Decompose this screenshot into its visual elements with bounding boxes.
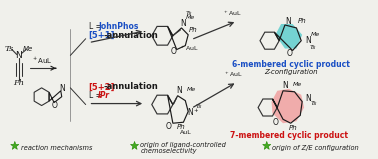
Text: $^+$AuL: $^+$AuL: [31, 56, 52, 66]
Text: Z-configuration: Z-configuration: [264, 69, 318, 75]
Text: -annulation: -annulation: [104, 31, 159, 40]
Text: Ph: Ph: [13, 79, 24, 87]
Text: reaction mechanisms: reaction mechanisms: [20, 145, 92, 151]
Text: O: O: [51, 101, 57, 110]
Text: [5+2]: [5+2]: [88, 82, 115, 91]
Text: Ts: Ts: [5, 45, 14, 53]
Text: Me: Me: [311, 32, 320, 37]
Text: chemoselectivity: chemoselectivity: [140, 148, 197, 154]
Text: $^+$AuL: $^+$AuL: [223, 9, 242, 18]
Text: Ph: Ph: [177, 124, 186, 130]
Text: $^+$AuL: $^+$AuL: [223, 70, 243, 79]
Polygon shape: [130, 141, 139, 149]
Text: N: N: [305, 36, 311, 45]
Text: N$^+$: N$^+$: [187, 107, 199, 118]
Text: N: N: [282, 81, 288, 90]
Polygon shape: [275, 24, 302, 48]
Text: $^+$AuL: $^+$AuL: [180, 44, 199, 52]
Polygon shape: [271, 89, 304, 123]
Text: L =: L =: [88, 22, 104, 31]
Text: N: N: [181, 18, 186, 28]
Text: Me: Me: [23, 45, 33, 52]
Text: Me: Me: [293, 82, 302, 87]
Text: JohnPhos: JohnPhos: [98, 22, 138, 31]
Text: Ts: Ts: [185, 11, 192, 16]
Text: origin of ligand-controlled: origin of ligand-controlled: [140, 142, 226, 148]
Polygon shape: [263, 141, 271, 149]
Polygon shape: [11, 141, 19, 149]
Text: N: N: [305, 94, 311, 103]
Text: Ts: Ts: [195, 104, 202, 108]
Text: N: N: [285, 17, 291, 26]
Text: IPr: IPr: [98, 91, 110, 100]
Text: Ts: Ts: [310, 100, 317, 106]
Text: 7-membered cyclic product: 7-membered cyclic product: [230, 131, 348, 139]
Text: Me: Me: [187, 87, 197, 92]
Text: N: N: [177, 86, 183, 95]
Text: Ph: Ph: [289, 125, 298, 131]
Text: Ts: Ts: [310, 45, 316, 50]
Text: O: O: [165, 122, 171, 131]
Text: -annulation: -annulation: [104, 82, 159, 91]
Text: AuL: AuL: [180, 130, 192, 135]
Text: O: O: [287, 49, 293, 58]
Text: origin of Z/E configuration: origin of Z/E configuration: [273, 145, 359, 151]
Text: O: O: [171, 47, 177, 56]
Text: N: N: [15, 51, 22, 60]
Text: L =: L =: [88, 91, 104, 100]
Text: Ph: Ph: [189, 27, 197, 33]
Text: O: O: [273, 118, 278, 127]
Text: [5+1]: [5+1]: [88, 31, 115, 40]
Text: Ph: Ph: [298, 18, 307, 24]
Text: N: N: [59, 84, 65, 93]
Text: Me: Me: [186, 15, 195, 20]
Text: 6-membered cyclic product: 6-membered cyclic product: [232, 60, 350, 69]
